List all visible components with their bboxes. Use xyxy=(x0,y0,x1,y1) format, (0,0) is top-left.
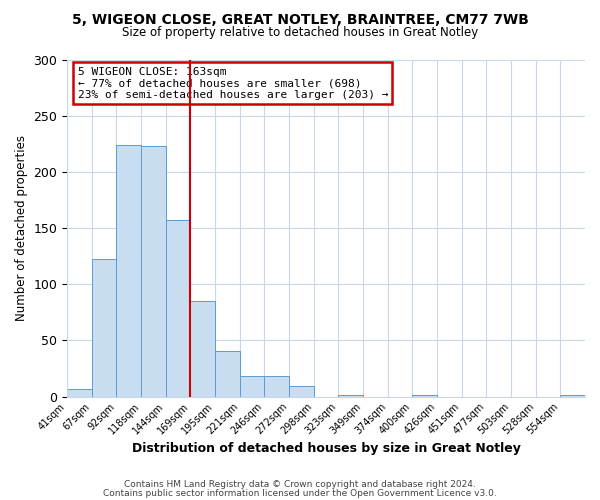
Text: 5 WIGEON CLOSE: 163sqm
← 77% of detached houses are smaller (698)
23% of semi-de: 5 WIGEON CLOSE: 163sqm ← 77% of detached… xyxy=(77,66,388,100)
Bar xyxy=(92,258,116,396)
Text: 5, WIGEON CLOSE, GREAT NOTLEY, BRAINTREE, CM77 7WB: 5, WIGEON CLOSE, GREAT NOTLEY, BRAINTREE… xyxy=(71,12,529,26)
Bar xyxy=(289,386,314,396)
Bar xyxy=(240,376,265,396)
Bar xyxy=(190,301,215,396)
Bar xyxy=(141,146,166,396)
Y-axis label: Number of detached properties: Number of detached properties xyxy=(15,136,28,322)
Text: Size of property relative to detached houses in Great Notley: Size of property relative to detached ho… xyxy=(122,26,478,39)
Bar xyxy=(215,350,240,397)
Text: Contains HM Land Registry data © Crown copyright and database right 2024.: Contains HM Land Registry data © Crown c… xyxy=(124,480,476,489)
Bar xyxy=(166,220,190,396)
Bar xyxy=(116,146,141,396)
X-axis label: Distribution of detached houses by size in Great Notley: Distribution of detached houses by size … xyxy=(131,442,521,455)
Text: Contains public sector information licensed under the Open Government Licence v3: Contains public sector information licen… xyxy=(103,489,497,498)
Bar xyxy=(265,376,289,396)
Bar xyxy=(67,388,92,396)
